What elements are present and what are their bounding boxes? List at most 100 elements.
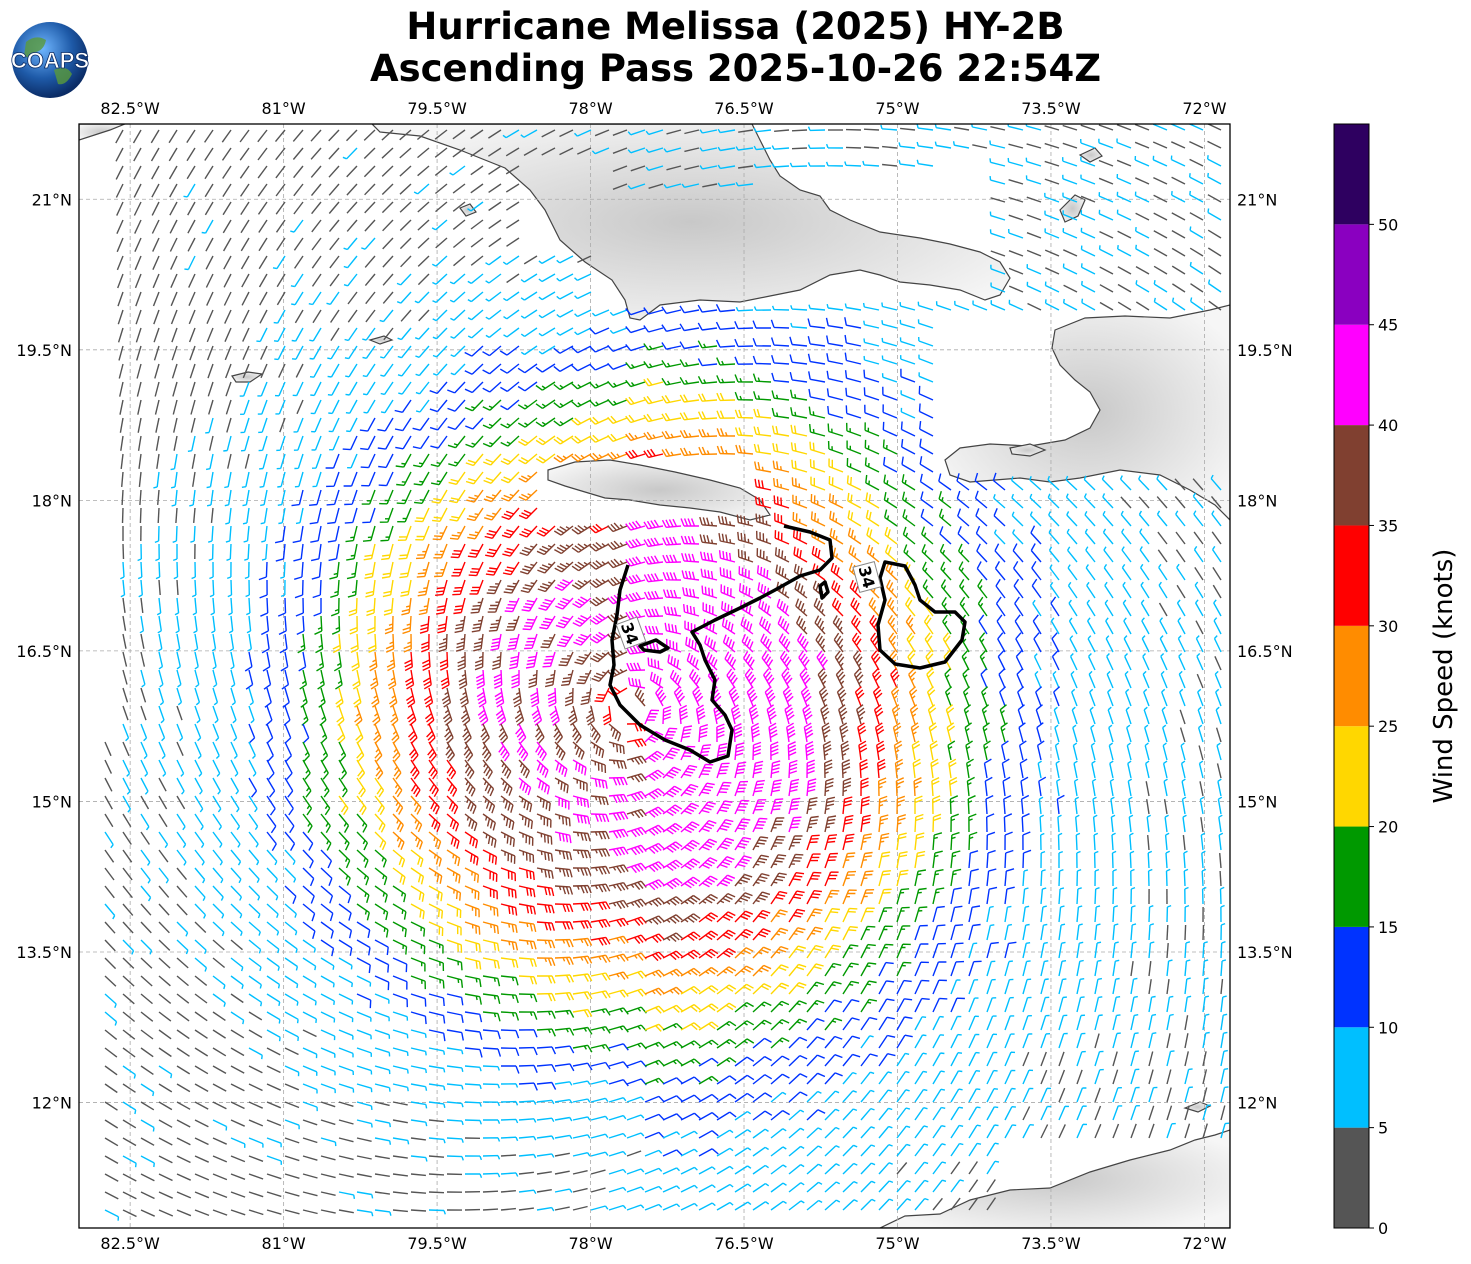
wind-barb — [788, 890, 805, 905]
wind-barb — [506, 219, 520, 229]
wind-barb — [330, 579, 340, 598]
wind-barb — [410, 813, 423, 833]
wind-barb — [827, 440, 844, 455]
wind-barb — [906, 632, 916, 653]
wind-barb — [466, 489, 484, 503]
wind-barb — [538, 309, 556, 319]
wind-barb — [644, 625, 664, 635]
wind-barb — [1143, 706, 1150, 725]
wind-barb — [280, 651, 289, 672]
wind-barb — [962, 668, 970, 689]
wind-barb — [996, 614, 1006, 635]
wind-barb — [259, 579, 268, 599]
wind-barb — [666, 638, 682, 653]
wind-barb — [607, 686, 628, 697]
wind-barb — [428, 867, 443, 884]
wind-barb — [981, 704, 990, 725]
wind-barb — [939, 543, 952, 563]
wind-barb — [1157, 549, 1168, 563]
wind-barb — [428, 1065, 446, 1073]
wind-barb — [140, 903, 152, 916]
wind-barb — [240, 201, 250, 215]
wind-barb — [230, 831, 241, 848]
wind-barb — [1058, 1051, 1065, 1067]
wind-barb — [734, 818, 751, 833]
wind-barb — [655, 686, 667, 707]
wind-barb — [1144, 742, 1150, 761]
wind-barb — [1152, 155, 1168, 167]
wind-barb — [806, 944, 824, 959]
wind-barb — [320, 975, 335, 988]
wind-barb — [1135, 227, 1150, 239]
lat-ticks-right: 21°N19.5°N18°N16.5°N15°N13.5°N12°N — [1237, 190, 1293, 1112]
wind-barb — [1184, 977, 1191, 995]
wind-barb — [284, 939, 298, 953]
wind-barb — [881, 373, 898, 383]
wind-barb — [380, 381, 394, 396]
wind-barb — [634, 687, 646, 707]
wind-barb — [536, 885, 555, 897]
wind-barb — [1171, 191, 1186, 203]
wind-barb — [716, 392, 736, 402]
wind-barb — [661, 306, 682, 315]
wind-barb — [1148, 979, 1152, 995]
wind-barb — [554, 974, 575, 983]
wind-barb — [122, 957, 135, 969]
wind-barb — [451, 561, 466, 577]
wind-barb — [228, 597, 233, 616]
wind-barb — [523, 255, 538, 265]
wind-barb — [794, 581, 808, 599]
wind-barb — [680, 1202, 698, 1211]
wind-barb — [590, 723, 601, 744]
wind-barb — [359, 417, 376, 432]
wind-barb — [171, 345, 178, 361]
wind-barb — [380, 525, 394, 542]
wind-barb — [364, 219, 376, 232]
wind-barb — [1003, 813, 1013, 833]
wind-barb — [293, 183, 304, 197]
wind-barb — [176, 1119, 191, 1128]
wind-barb — [212, 885, 224, 901]
wind-barb — [734, 1001, 754, 1013]
wind-barb — [1049, 564, 1060, 581]
wind-barb — [122, 939, 135, 955]
wind-barb — [536, 939, 556, 949]
wind-barb — [900, 390, 916, 401]
wind-barb — [362, 345, 376, 359]
wind-barb — [356, 1191, 374, 1199]
wind-barb — [698, 875, 718, 888]
wind-barb — [338, 1137, 354, 1143]
wind-barb — [434, 561, 448, 578]
wind-barb — [661, 360, 682, 368]
wind-barb — [212, 1101, 227, 1110]
wind-barb — [716, 1183, 734, 1193]
wind-barb — [644, 608, 664, 618]
wind-barb — [122, 1101, 137, 1115]
wind-barb — [1164, 814, 1169, 833]
wind-barb — [1090, 742, 1096, 761]
wind-barb — [459, 687, 469, 708]
wind-barb — [842, 999, 860, 1013]
wind-barb — [104, 993, 117, 1008]
wind-barb — [812, 563, 826, 581]
wind-barb — [256, 327, 268, 343]
wind-barb — [860, 1107, 875, 1121]
wind-barb — [901, 491, 916, 509]
wind-barb — [328, 417, 340, 433]
wind-barb — [1213, 599, 1222, 617]
wind-barb — [248, 1065, 263, 1074]
wind-barb — [998, 668, 1006, 689]
wind-barb — [680, 1130, 698, 1139]
wind-barb — [190, 417, 196, 433]
wind-barb — [914, 1197, 929, 1211]
wind-barb — [932, 1179, 947, 1193]
wind-barb — [446, 957, 463, 971]
wind-barb — [362, 507, 376, 524]
wind-barb — [536, 957, 556, 966]
wind-barb — [1022, 1051, 1030, 1067]
wind-barb — [122, 1065, 136, 1079]
wind-barb — [225, 525, 232, 543]
wind-barb — [986, 813, 995, 833]
wind-barb — [903, 544, 916, 563]
wind-barb — [644, 1203, 663, 1211]
